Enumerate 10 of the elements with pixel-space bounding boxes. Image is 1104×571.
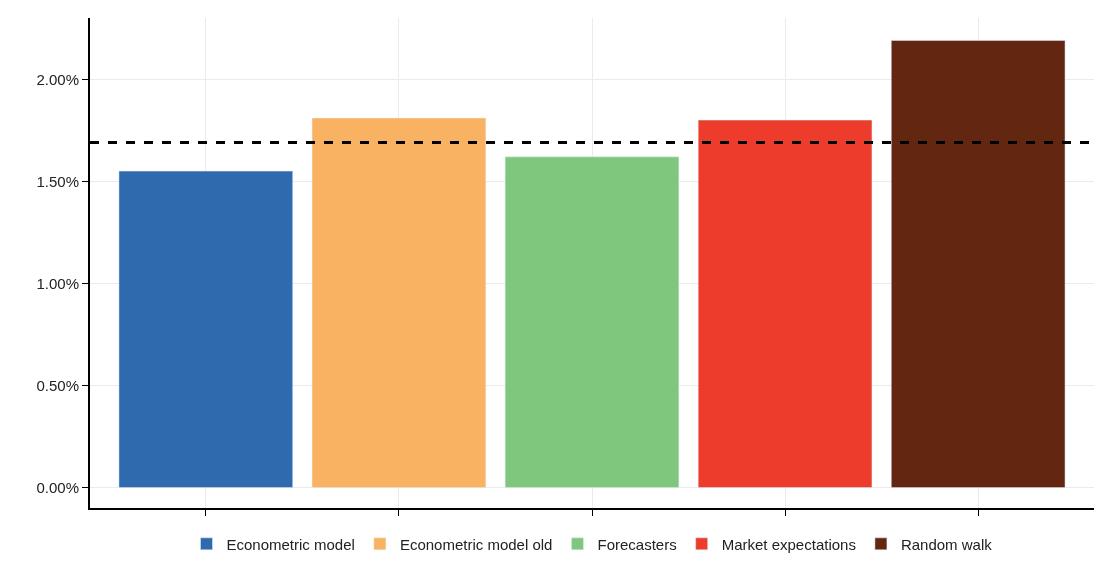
y-tick-label: 2.00% xyxy=(36,70,79,88)
y-tick-label: 0.00% xyxy=(36,478,79,496)
y-tick-label: 1.00% xyxy=(36,274,79,292)
legend-label: Econometric model xyxy=(226,535,355,553)
legend-label: Market expectations xyxy=(721,535,856,553)
y-tick-label: 0.50% xyxy=(36,376,79,394)
legend-label: Forecasters xyxy=(597,535,677,553)
legend-label: Econometric model old xyxy=(399,535,553,553)
legend-label: Random walk xyxy=(900,535,993,553)
y-tick-label: 1.50% xyxy=(36,172,79,190)
